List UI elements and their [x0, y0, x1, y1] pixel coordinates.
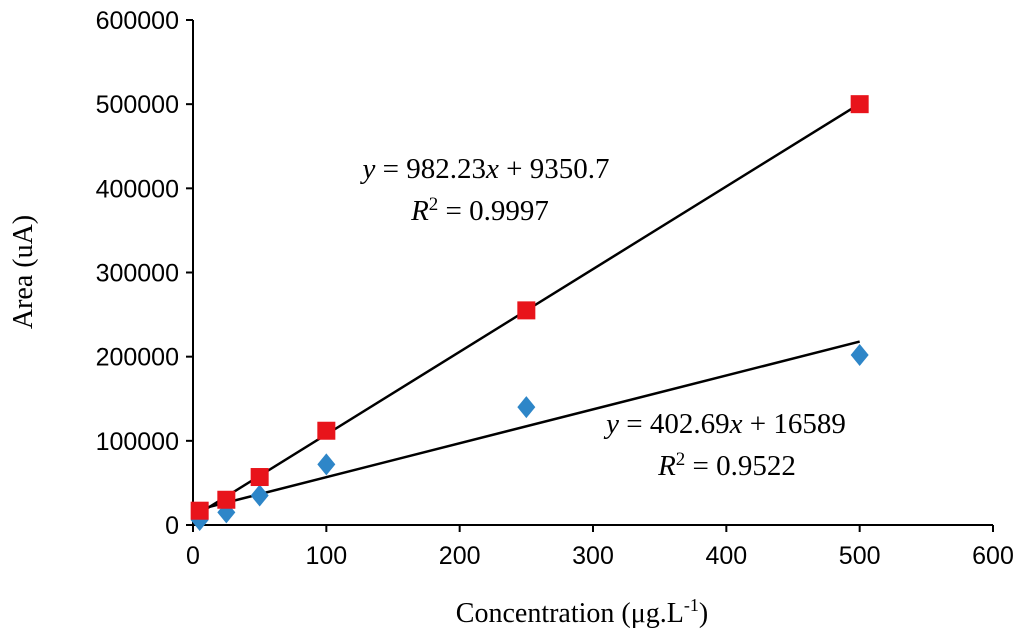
red-square-point — [250, 468, 269, 487]
red-eq-y-var: y — [360, 153, 376, 185]
x-tick-label: 300 — [572, 542, 614, 570]
red-eq-mid: = 982.23 — [375, 153, 486, 185]
red-r-var: R — [410, 195, 429, 227]
blue-diamond-point — [517, 396, 536, 419]
blue-eq-mid: = 402.69 — [619, 408, 730, 440]
blue-eq-y-var: y — [603, 408, 619, 440]
y-tick-label: 0 — [165, 512, 179, 540]
y-axis-title: Area (uA) — [8, 215, 39, 329]
x-tick-label: 0 — [186, 542, 200, 570]
axes — [192, 20, 993, 526]
blue-eq-end: + 16589 — [743, 408, 846, 440]
red-eq-x-var: x — [485, 153, 499, 185]
red-square-point — [217, 490, 236, 509]
y-tick-label: 400000 — [96, 175, 179, 203]
blue-eq-x-var: x — [729, 408, 743, 440]
blue-r-sup: 2 — [676, 449, 686, 470]
x-ticks: 0 100 200 300 400 500 600 — [186, 525, 1014, 570]
red-r-val: = 0.9997 — [438, 195, 549, 227]
red-equation-line: y = 982.23x + 9350.7 — [360, 153, 610, 185]
red-square-point — [517, 301, 536, 320]
red-square-point — [850, 95, 869, 114]
y-tick-label: 600000 — [96, 7, 179, 35]
red-square-point — [190, 501, 209, 520]
x-axis-title: Concentration (μg.L-1) — [456, 595, 708, 629]
data-markers — [190, 95, 869, 531]
x-tick-label: 200 — [439, 542, 481, 570]
x-tick-label: 600 — [972, 542, 1014, 570]
x-tick-label: 400 — [705, 542, 747, 570]
y-tick-label: 200000 — [96, 344, 179, 372]
blue-diamond-point — [317, 453, 336, 476]
x-tick-label: 500 — [839, 542, 881, 570]
y-tick-label: 300000 — [96, 260, 179, 288]
blue-diamonds-trendline — [199, 340, 860, 511]
x-axis-title-end: ) — [699, 598, 708, 629]
y-ticks: 0 100000 200000 300000 400000 500000 600000 — [96, 7, 193, 540]
red-square-point — [317, 421, 336, 440]
x-axis-title-sup: -1 — [684, 595, 699, 615]
blue-diamond-point — [250, 484, 269, 507]
blue-equation-line: y = 402.69x + 16589 — [603, 408, 846, 440]
x-axis-title-main: Concentration (μg.L — [456, 598, 684, 629]
blue-diamond-point — [850, 343, 869, 366]
y-tick-label: 500000 — [96, 91, 179, 119]
blue-r-var: R — [657, 450, 676, 482]
blue-r-val: = 0.9522 — [685, 450, 796, 482]
red-eq-end: + 9350.7 — [499, 153, 610, 185]
red-r-sup: 2 — [429, 194, 439, 215]
red-r2-line: R2 = 0.9997 — [410, 194, 549, 227]
y-tick-label: 100000 — [96, 428, 179, 456]
blue-r2-line: R2 = 0.9522 — [657, 449, 796, 482]
x-tick-label: 100 — [305, 542, 347, 570]
